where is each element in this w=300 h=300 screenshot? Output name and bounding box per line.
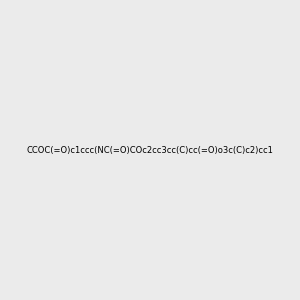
Text: CCOC(=O)c1ccc(NC(=O)COc2cc3cc(C)cc(=O)o3c(C)c2)cc1: CCOC(=O)c1ccc(NC(=O)COc2cc3cc(C)cc(=O)o3… bbox=[27, 146, 273, 154]
